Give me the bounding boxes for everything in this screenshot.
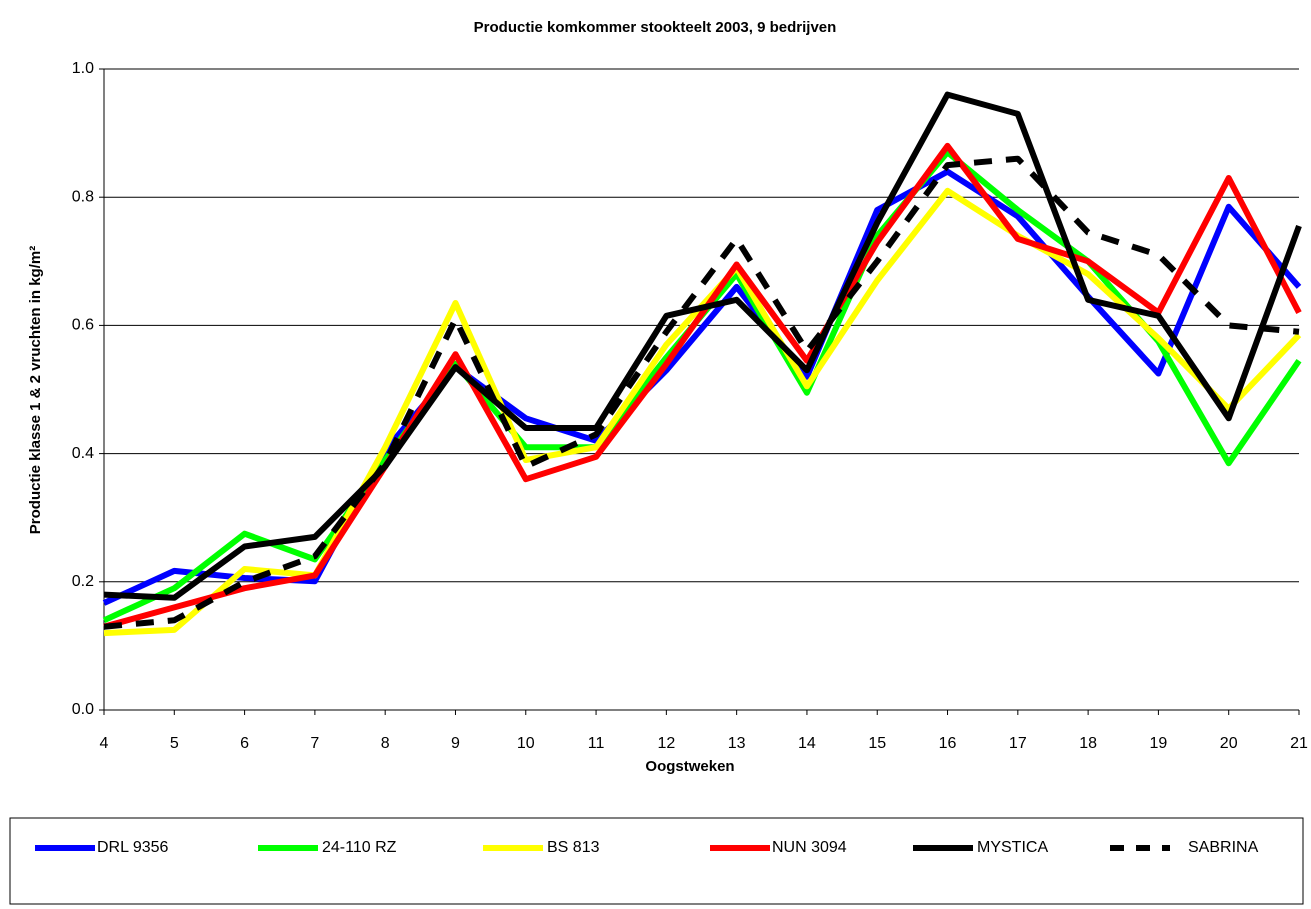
x-tick-label: 4 (100, 735, 109, 752)
x-tick-label: 20 (1220, 735, 1238, 752)
y-tick-label: 1.0 (72, 60, 94, 77)
legend-label: DRL 9356 (97, 839, 169, 856)
x-tick-label: 21 (1290, 735, 1308, 752)
x-tick-label: 13 (728, 735, 746, 752)
legend-box (9, 817, 1304, 905)
series-line (102, 149, 1302, 624)
legend-label: SABRINA (1188, 839, 1259, 856)
y-tick-label: 0.8 (72, 188, 94, 205)
x-tick-label: 6 (240, 735, 249, 752)
series-line (103, 91, 1302, 601)
x-tick-label: 11 (588, 735, 605, 752)
x-tick-label: 17 (1009, 735, 1027, 752)
x-tick-label: 14 (798, 735, 816, 752)
x-tick-label: 12 (657, 735, 675, 752)
y-tick-label: 0.4 (72, 445, 94, 462)
y-tick-label: 0.6 (72, 317, 94, 334)
x-tick-label: 8 (381, 735, 390, 752)
legend-label: MYSTICA (977, 839, 1048, 856)
y-axis-label: Productie klasse 1 & 2 vruchten in kg/m² (27, 246, 44, 534)
y-tick-label: 0.2 (72, 573, 94, 590)
x-tick-label: 16 (939, 735, 957, 752)
x-axis-label: Oogstweken (645, 758, 734, 775)
x-tick-label: 10 (517, 735, 535, 752)
x-tick-label: 19 (1150, 735, 1168, 752)
legend-label: 24-110 RZ (322, 839, 397, 856)
x-tick-label: 15 (868, 735, 886, 752)
series-line (103, 142, 1302, 630)
y-tick-label: 0.0 (72, 701, 94, 718)
x-tick-label: 18 (1079, 735, 1097, 752)
legend-label: NUN 3094 (772, 839, 847, 856)
x-tick-label: 9 (451, 735, 460, 752)
x-tick-label: 5 (170, 735, 179, 752)
series-line (103, 155, 1300, 630)
x-tick-label: 7 (310, 735, 319, 752)
chart-title: Productie komkommer stookteelt 2003, 9 b… (474, 19, 837, 36)
legend-label: BS 813 (547, 839, 600, 856)
series-line (102, 168, 1302, 606)
